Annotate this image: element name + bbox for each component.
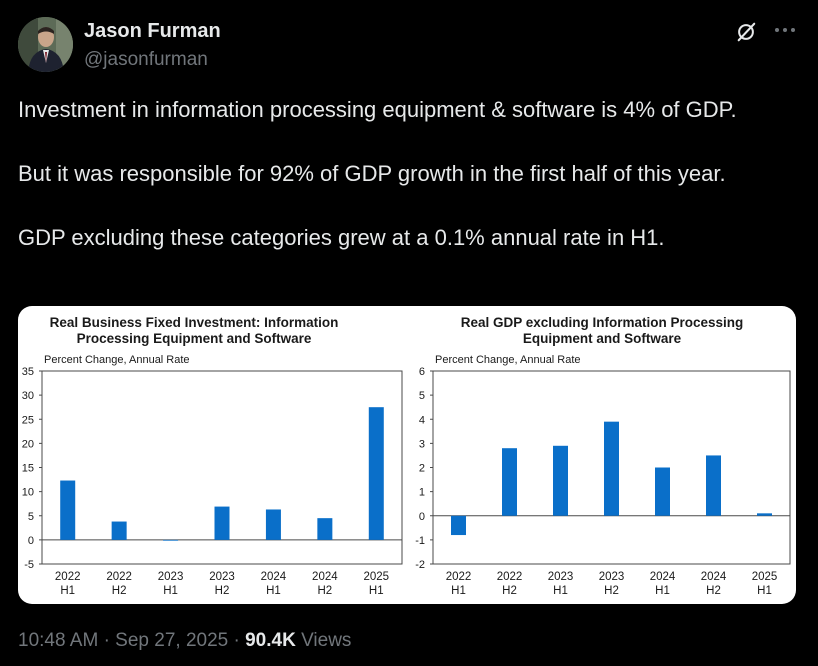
chart-title: Real GDP excluding Information Processin…: [461, 315, 744, 330]
bar: [317, 518, 333, 540]
bar: [706, 455, 721, 516]
x-tick-label: H1: [163, 585, 178, 597]
bar: [553, 445, 568, 516]
x-tick-label: 2023: [599, 571, 625, 583]
more-icon[interactable]: [772, 20, 798, 40]
y-tick-label: 20: [22, 438, 34, 450]
bar: [757, 513, 772, 516]
bar: [214, 506, 230, 540]
x-tick-label: 2023: [548, 571, 574, 583]
tweet-time[interactable]: 10:48 AM: [18, 630, 99, 651]
avatar[interactable]: [18, 17, 73, 72]
y-tick-label: 4: [419, 414, 425, 426]
y-tick-label: 10: [22, 487, 34, 499]
tweet-paragraph: But it was responsible for 92% of GDP gr…: [18, 161, 726, 186]
x-tick-label: H2: [502, 585, 517, 597]
x-tick-label: H1: [757, 585, 772, 597]
x-tick-label: H2: [215, 585, 230, 597]
x-tick-label: H2: [604, 585, 619, 597]
bar: [60, 480, 76, 540]
bar: [163, 539, 179, 541]
tweet-text: Investment in information processing equ…: [18, 94, 808, 253]
chart-ylabel: Percent Change, Annual Rate: [44, 354, 190, 366]
bar: [655, 467, 670, 516]
bar: [604, 421, 619, 516]
tweet-paragraph: GDP excluding these categories grew at a…: [18, 225, 665, 250]
y-tick-label: -5: [24, 559, 34, 571]
x-tick-label: H1: [451, 585, 466, 597]
grok-icon[interactable]: [735, 21, 757, 43]
x-tick-label: 2023: [209, 571, 235, 583]
meta-separator: ·: [103, 630, 110, 651]
views-label: Views: [301, 630, 352, 651]
y-tick-label: 25: [22, 414, 34, 426]
x-tick-label: 2025: [363, 571, 389, 583]
x-tick-label: 2022: [446, 571, 472, 583]
y-tick-label: 15: [22, 463, 34, 475]
y-tick-label: -1: [415, 535, 425, 547]
y-tick-label: 1: [419, 487, 425, 499]
y-tick-label: 35: [22, 366, 34, 378]
x-tick-label: 2023: [158, 571, 184, 583]
tweet-paragraph: Investment in information processing equ…: [18, 97, 737, 122]
tweet-meta: 10:48 AM · Sep 27, 2025 · 90.4K Views: [18, 630, 351, 652]
y-tick-label: 2: [419, 463, 425, 475]
y-tick-label: -2: [415, 559, 425, 571]
y-tick-label: 5: [28, 511, 34, 523]
tweet-media-image[interactable]: Real Business Fixed Investment: Informat…: [18, 306, 796, 604]
bar: [111, 521, 127, 540]
x-tick-label: 2022: [106, 571, 132, 583]
avatar-image: [18, 17, 73, 72]
x-tick-label: H1: [369, 585, 384, 597]
chart-title: Real Business Fixed Investment: Informat…: [50, 315, 339, 330]
author-handle[interactable]: @jasonfurman: [84, 49, 208, 70]
x-tick-label: 2024: [261, 571, 287, 583]
bar: [368, 407, 384, 540]
x-tick-label: H2: [112, 585, 127, 597]
x-tick-label: H1: [266, 585, 281, 597]
charts-image: Real Business Fixed Investment: Informat…: [22, 315, 791, 597]
x-tick-label: 2024: [312, 571, 338, 583]
bar: [502, 448, 517, 516]
views-count: 90.4K: [245, 630, 296, 651]
chart-title: Equipment and Software: [523, 331, 682, 346]
meta-separator: ·: [233, 630, 240, 651]
x-tick-label: H1: [60, 585, 75, 597]
x-tick-label: H1: [553, 585, 568, 597]
x-tick-label: 2022: [55, 571, 81, 583]
y-tick-label: 3: [419, 438, 425, 450]
y-tick-label: 30: [22, 390, 34, 402]
x-tick-label: 2024: [701, 571, 727, 583]
bar: [451, 515, 466, 536]
x-tick-label: H2: [706, 585, 721, 597]
y-tick-label: 6: [419, 366, 425, 378]
y-tick-label: 0: [28, 535, 34, 547]
x-tick-label: H1: [655, 585, 670, 597]
y-tick-label: 0: [419, 511, 425, 523]
chart-ylabel: Percent Change, Annual Rate: [435, 354, 581, 366]
x-tick-label: 2025: [752, 571, 778, 583]
x-tick-label: H2: [318, 585, 333, 597]
tweet-date[interactable]: Sep 27, 2025: [115, 630, 229, 651]
x-tick-label: 2024: [650, 571, 676, 583]
author-name[interactable]: Jason Furman: [84, 20, 221, 42]
x-tick-label: 2022: [497, 571, 523, 583]
chart-title: Processing Equipment and Software: [77, 331, 312, 346]
y-tick-label: 5: [419, 390, 425, 402]
bar: [265, 509, 281, 540]
